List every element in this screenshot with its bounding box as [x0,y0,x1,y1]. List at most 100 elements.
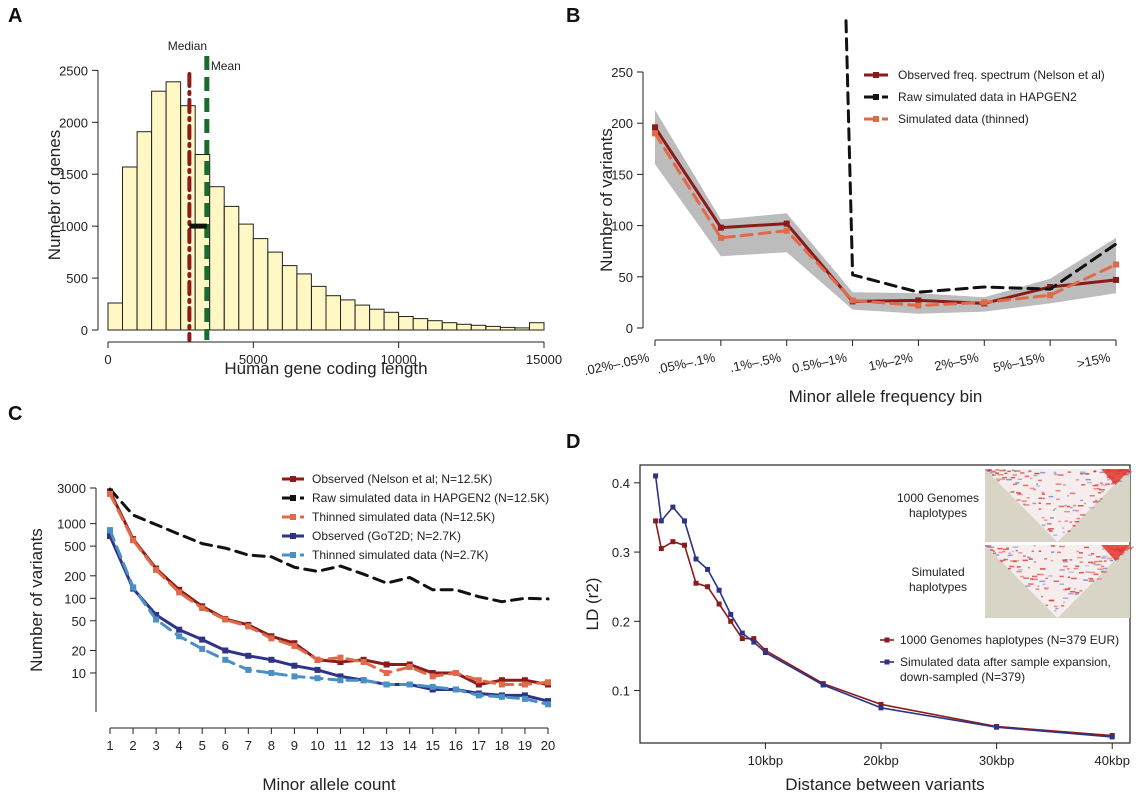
inset-heatmap-bottom-cell-74 [1075,565,1080,567]
inset-heatmap-bottom-cell-117 [1008,565,1014,568]
x-tick-label-0: .02%–.05% [582,350,651,379]
inset-heatmap-bottom-cell-85 [1085,565,1089,567]
y-tick-label-3: 0.4 [612,476,630,491]
inset-heatmap-bottom-cell-138 [1041,595,1044,598]
inset-heatmap-bottom-cell-98 [1054,610,1057,612]
inset-heatmap-top-cell-14 [1080,499,1084,502]
inset-heatmap-bottom-cell-109 [1096,563,1102,566]
inset-heatmap-top-cell-3 [1028,470,1032,472]
inset-heatmap-bottom-cell-122 [985,545,988,547]
y-tick-label-2: 50 [72,614,86,629]
series-2-point-15 [452,670,459,676]
series-0-point-14 [429,670,436,676]
inset-heatmap-top-cell-103 [1038,497,1043,499]
inset-heatmap-bottom-cell-66 [1055,607,1059,610]
y-tick-label-2: 100 [611,219,633,234]
x-tick-label-12: 13 [379,738,393,753]
inset-heatmap-bottom-cell-59 [1094,560,1099,563]
inset-heatmap-top-cell-23 [1054,473,1059,476]
inset-heatmap-bottom-cell-150 [1062,561,1068,563]
inset-heatmap-bottom-cell-97 [1042,583,1046,586]
inset-heatmap-top-cell-157 [1064,504,1067,507]
x-tick-label-5: 6 [222,738,229,753]
median-label: Median [168,39,207,53]
inset-heatmap-bottom-cell-82 [993,552,997,554]
hist-bar-10 [252,238,269,331]
series-2-point-14 [429,673,436,680]
x-tick-label-7: 8 [268,738,275,753]
inset-heatmap-top-cell-72 [1099,471,1105,474]
inset-heatmap-bottom-cell-149 [1088,577,1094,580]
series-3-point-2 [153,611,160,618]
series-3-point-18 [521,692,528,699]
inset-heatmap-top-cell-87 [988,469,992,471]
hist-bar-28 [514,327,530,331]
x-tick-label-3: 0.5%–1% [791,350,849,376]
inset-heatmap-top-cell-158 [1100,498,1103,500]
inset-heatmap-top-cell-38 [1011,491,1015,493]
legend-marker-4 [290,552,296,558]
inset-heatmap-top-cell-13 [995,478,1002,480]
inset-heatmap-top-cell-106 [1070,506,1073,509]
inset-heatmap-bottom-hotspot [1101,545,1130,561]
inset-heatmap-bottom-cell-63 [1128,546,1134,548]
series-4-point-7 [268,670,275,676]
inset-heatmap-bottom-cell-144 [1003,558,1008,561]
inset-heatmap-top-cell-20 [1026,497,1030,499]
series-3-point-5 [222,647,229,654]
inset-label-top-line-1: haplotypes [909,506,967,520]
inset-heatmap-top-cell-112 [1097,487,1101,490]
legend-marker-1 [873,94,879,100]
series-1-point-7 [728,611,734,617]
inset-heatmap-top-cell-7 [1041,491,1045,494]
inset-heatmap-bottom-cell-0 [1032,578,1038,581]
legend-marker-0 [290,476,296,482]
x-tick-label-0: 10kbp [748,753,783,768]
inset-label-bottom-line-1: haplotypes [909,580,967,594]
series-0-point-7 [1113,276,1119,283]
inset-heatmap-bottom-cell-32 [1063,565,1068,568]
inset-heatmap-top-cell-104 [1002,476,1008,479]
inset-label-top-line-0: 1000 Genomes [897,491,979,505]
series-4-point-2 [153,616,160,623]
hist-bar-18 [369,308,385,331]
inset-heatmap-top-cell-133 [1101,491,1104,493]
series-2-point-10 [337,654,344,661]
inset-heatmap-bottom-cell-48 [1022,559,1028,562]
hist-bar-29 [529,322,545,331]
inset-heatmap-bottom-cell-53 [1075,593,1078,596]
hist-bar-15 [325,295,341,331]
inset-heatmap-top-cell-156 [1107,478,1110,481]
legend-label-1: Raw simulated data in HAPGEN2 [898,90,1077,104]
series-0-point-3 [682,542,687,548]
x-tick-label-0: 0 [104,352,111,367]
inset-heatmap-bottom-cell-154 [1027,556,1031,559]
inset-heatmap-top [985,469,1132,542]
hist-bar-27 [499,326,516,331]
y-tick-label-2: 1000 [59,219,88,234]
inset-heatmap-top-cell-8 [1085,478,1091,481]
inset-heatmap-top-cell-122 [986,469,992,472]
inset-heatmap-bottom-cell-119 [1090,571,1096,574]
x-tick-label-0: 1 [106,738,113,753]
panel-d-ld-decay: 0.1 0.2 0.3 0.4 10kbp 20kbp 30kbp 40kbp Distance… [583,464,1134,794]
inset-heatmap-top-cell-22 [1127,470,1131,472]
inset-heatmap-top-cell-36 [1034,472,1040,475]
hist-bar-9 [238,223,254,331]
inset-heatmap-top-cell-73 [1072,524,1076,527]
inset-heatmap-top-cell-105 [1093,470,1097,473]
series-1-point-5 [705,566,711,572]
inset-heatmap-top-cell-96 [1094,483,1100,486]
series-2-point-1 [130,537,137,544]
legend-marker-0 [873,72,879,78]
inset-heatmap-bottom-cell-49 [1068,593,1074,595]
inset-heatmap-top-cell-60 [1029,487,1035,490]
inset-heatmap-top-cell-62 [1038,508,1042,510]
inset-heatmap-top-cell-32 [1064,520,1068,522]
inset-heatmap-bottom-cell-76 [1062,589,1068,591]
series-0-point-2 [670,539,676,545]
series-1-point-6 [716,587,722,593]
inset-heatmap-bottom-cell-28 [1039,568,1046,570]
inset-heatmap-bottom-cell-4 [1028,558,1033,560]
inset-heatmap-top-cell-141 [1013,470,1017,473]
